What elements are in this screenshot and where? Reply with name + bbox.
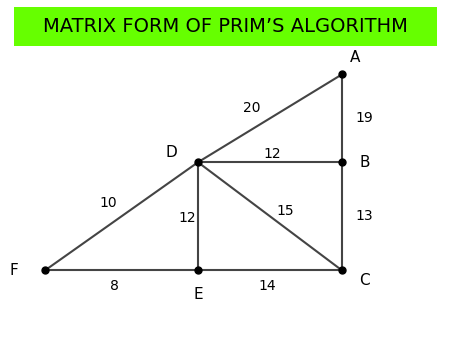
- Text: 10: 10: [99, 196, 117, 210]
- Text: 19: 19: [356, 111, 373, 125]
- Text: 14: 14: [259, 279, 277, 293]
- FancyBboxPatch shape: [14, 7, 436, 46]
- Text: B: B: [359, 155, 370, 170]
- Text: F: F: [9, 263, 18, 278]
- Text: 20: 20: [243, 101, 261, 115]
- Text: D: D: [165, 145, 177, 160]
- Text: E: E: [193, 287, 203, 301]
- Text: A: A: [350, 50, 361, 65]
- Text: MATRIX FORM OF PRIM’S ALGORITHM: MATRIX FORM OF PRIM’S ALGORITHM: [43, 17, 407, 36]
- Text: 8: 8: [110, 279, 119, 293]
- Text: 12: 12: [263, 147, 281, 161]
- Text: 15: 15: [277, 204, 295, 218]
- Text: 13: 13: [356, 209, 373, 223]
- Text: C: C: [359, 273, 370, 288]
- Text: 12: 12: [178, 211, 196, 225]
